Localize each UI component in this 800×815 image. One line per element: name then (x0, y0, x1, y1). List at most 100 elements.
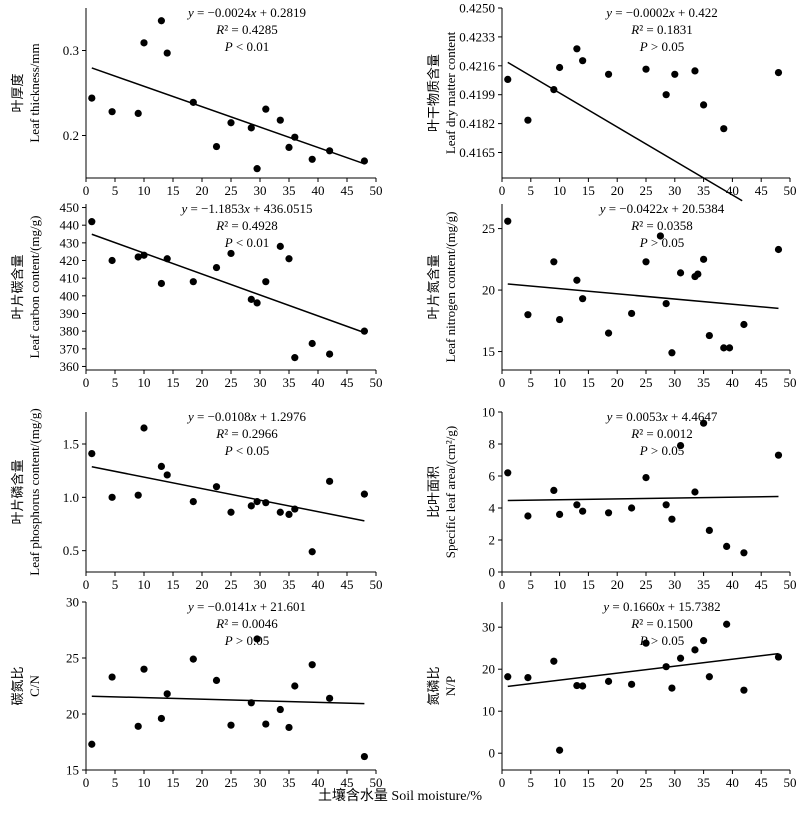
regression-line (91, 695, 365, 705)
x-tick-label: 15 (167, 183, 180, 198)
data-point (725, 344, 734, 352)
y-tick-label: 370 (60, 341, 80, 356)
regression-equation: y = −0.0024x + 0.2819 (186, 5, 306, 20)
x-tick-label: 10 (138, 183, 151, 198)
data-point (108, 673, 116, 681)
x-tick-label: 45 (755, 375, 768, 390)
data-point (774, 245, 783, 254)
x-tick-label: 25 (225, 375, 238, 390)
x-tick-label: 0 (83, 775, 90, 790)
data-point (227, 508, 235, 516)
x-tick-label: 10 (138, 577, 151, 592)
x-tick-label: 50 (370, 577, 383, 592)
x-tick-label: 30 (668, 775, 681, 790)
data-point (662, 91, 670, 99)
data-point (642, 258, 650, 266)
data-point (604, 677, 613, 685)
y-axis-label-en: Leaf phosphorus content/(mg/g) (27, 408, 42, 576)
data-point (579, 682, 587, 690)
y-axis-label-cn: 叶片碳含量 (10, 254, 25, 319)
regression-line (91, 67, 365, 165)
data-point (579, 295, 587, 303)
x-tick-label: 5 (112, 183, 119, 198)
data-point (723, 542, 731, 551)
y-tick-label: 15 (482, 344, 495, 359)
data-point (247, 124, 255, 132)
x-tick-label: 15 (167, 577, 180, 592)
regression-line (507, 283, 779, 310)
x-tick-label: 50 (370, 775, 383, 790)
x-tick-label: 15 (582, 375, 595, 390)
data-point (134, 253, 142, 261)
y-axis-label-cn: 碳氮比 (10, 666, 25, 705)
regression-equation: y = 0.0053x + 4.4647 (605, 409, 718, 424)
x-tick-label: 50 (784, 183, 797, 198)
regression-equation: y = −1.1853x + 436.0515 (179, 201, 312, 216)
data-point (247, 295, 255, 303)
y-axis-label: 比叶面积 Specific leaf area/(cm²/g) (426, 426, 458, 558)
data-point (134, 491, 142, 499)
r-squared: R² = 0.1831 (630, 22, 692, 37)
data-point (253, 498, 261, 506)
y-tick-label: 0.4216 (459, 58, 495, 73)
data-point (579, 507, 587, 515)
data-point (253, 165, 261, 173)
data-point (579, 57, 587, 65)
p-value: P > 0.05 (639, 235, 685, 250)
y-axis-label-cn: 叶厚度 (10, 73, 25, 112)
y-tick-label: 1.5 (63, 437, 79, 452)
x-tick-label: 20 (611, 775, 624, 790)
r-squared: R² = 0.1500 (630, 616, 692, 631)
data-point (556, 746, 564, 754)
data-point (253, 299, 261, 307)
data-point (247, 502, 255, 510)
y-tick-label: 30 (482, 620, 495, 635)
y-tick-label: 4 (489, 501, 496, 516)
y-axis-label: 叶片碳含量 Leaf carbon content/(mg/g) (10, 216, 42, 359)
y-axis-label-cn: 比叶面积 (426, 466, 441, 518)
x-tick-label: 20 (611, 375, 624, 390)
x-tick-label: 30 (254, 775, 267, 790)
data-point (573, 45, 581, 53)
data-point (262, 278, 270, 286)
data-point (700, 637, 708, 645)
data-point (556, 510, 564, 518)
data-point (291, 682, 299, 690)
x-tick-label: 35 (697, 775, 710, 790)
regression-equation: y = 0.1660x + 15.7382 (601, 599, 720, 614)
data-point (676, 442, 685, 450)
y-tick-label: 25 (66, 651, 79, 666)
panel-7: 0 5 10 15 20 25 30 35 40 45 50 15 20 25 30 碳氮比 C/N y = −0… (10, 595, 383, 791)
data-point (157, 279, 165, 288)
r-squared: R² = 0.0046 (215, 616, 278, 631)
y-axis-label-en: Leaf thickness/mm (27, 43, 42, 142)
x-tick-label: 40 (312, 375, 325, 390)
data-point (276, 242, 284, 250)
x-tick-label: 20 (196, 375, 209, 390)
x-tick-label: 40 (726, 375, 739, 390)
panel-2: 0 5 10 15 20 25 30 35 40 45 50 0.4165 0.4182 0.4199 0.… (426, 1, 797, 202)
x-tick-label: 45 (755, 775, 768, 790)
data-point (573, 276, 581, 284)
data-point (774, 451, 783, 459)
data-point (140, 665, 148, 673)
y-axis-label: 氮磷比 N/P (426, 666, 458, 705)
x-tick-label: 35 (283, 183, 296, 198)
data-point (676, 269, 685, 277)
x-tick-label: 25 (225, 183, 238, 198)
x-tick-label: 0 (83, 375, 90, 390)
data-point (276, 116, 284, 124)
data-point (140, 251, 148, 259)
x-tick-label: 0 (499, 775, 506, 790)
data-point (88, 94, 96, 102)
data-point (88, 740, 96, 748)
x-tick-label: 5 (528, 375, 535, 390)
r-squared: R² = 0.0012 (630, 426, 692, 441)
x-tick-label: 20 (196, 183, 209, 198)
data-point (276, 508, 284, 516)
y-tick-label: 1.0 (63, 490, 79, 505)
data-point (524, 512, 532, 520)
data-point (556, 63, 564, 72)
r-squared: R² = 0.2966 (215, 426, 278, 441)
